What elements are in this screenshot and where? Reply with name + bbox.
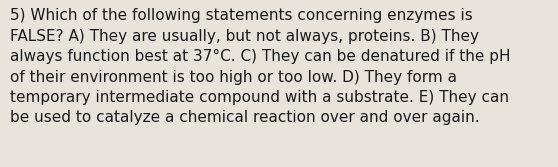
Text: 5) Which of the following statements concerning enzymes is
FALSE? A) They are us: 5) Which of the following statements con… — [10, 8, 511, 125]
